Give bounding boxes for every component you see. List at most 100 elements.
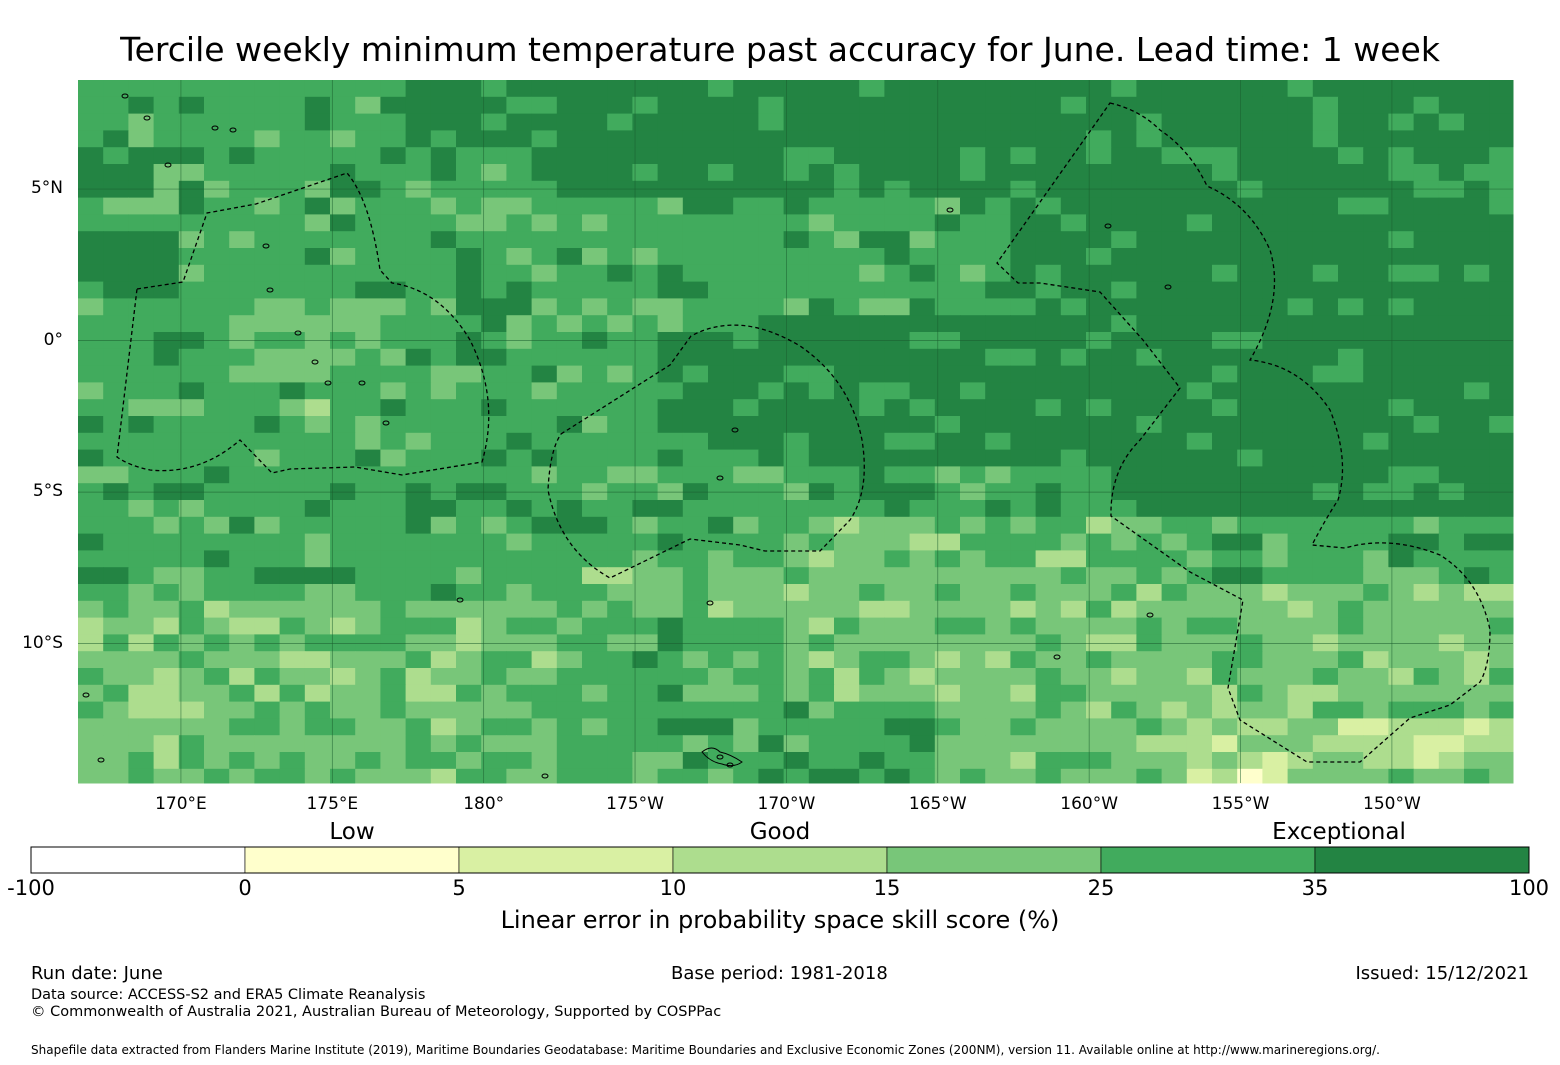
grid-cell: [153, 600, 180, 619]
grid-cell: [531, 500, 558, 518]
grid-cell: [909, 449, 936, 467]
grid-cell: [708, 382, 734, 400]
grid-cell: [708, 668, 734, 686]
grid-cell: [1237, 399, 1263, 417]
grid-cell: [657, 264, 684, 283]
grid-cell: [506, 348, 533, 367]
grid-cell: [254, 113, 281, 131]
grid-cell: [1010, 466, 1037, 484]
colorbar-tick-label: 5: [452, 876, 466, 900]
grid-cell: [682, 516, 709, 535]
grid-cell: [1388, 399, 1415, 417]
grid-cell: [506, 432, 533, 451]
grid-cell: [1438, 96, 1465, 115]
grid-cell: [682, 584, 709, 602]
grid-cell: [859, 96, 885, 115]
grid-cell: [78, 348, 104, 367]
grid-cell: [1338, 80, 1364, 98]
grid-cell: [834, 164, 860, 182]
grid-cell: [1489, 617, 1514, 635]
grid-cell: [229, 382, 255, 400]
grid-cell: [708, 617, 734, 635]
grid-cell: [178, 382, 205, 400]
grid-cell: [178, 567, 205, 585]
grid-cell: [1464, 113, 1490, 131]
grid-cell: [632, 147, 659, 165]
grid-cell: [1060, 80, 1087, 98]
grid-cell: [859, 231, 885, 249]
grid-cell: [1363, 449, 1389, 467]
grid-cell: [405, 231, 432, 249]
grid-cell: [153, 382, 180, 400]
grid-cell: [1338, 651, 1364, 669]
grid-cell: [279, 634, 306, 652]
grid-cell: [632, 567, 659, 585]
grid-cell: [1010, 147, 1037, 165]
grid-cell: [1136, 449, 1163, 467]
grid-cell: [1388, 348, 1415, 367]
grid-cell: [229, 348, 255, 367]
grid-cell: [733, 180, 759, 199]
grid-cell: [355, 248, 381, 266]
grid-cell: [834, 651, 860, 669]
grid-cell: [1262, 130, 1289, 148]
grid-cell: [1388, 113, 1415, 131]
grid-cell: [1338, 584, 1364, 602]
grid-cell: [1237, 298, 1263, 316]
grid-cell: [632, 432, 659, 451]
grid-cell: [607, 416, 633, 434]
grid-cell: [531, 449, 558, 467]
grid-cell: [1438, 416, 1465, 434]
grid-cell: [330, 668, 356, 686]
grid-cell: [1060, 668, 1087, 686]
grid-cell: [78, 668, 104, 686]
grid-cell: [607, 348, 633, 367]
grid-cell: [607, 584, 633, 602]
grid-cell: [229, 533, 255, 551]
grid-cell: [1388, 449, 1415, 467]
grid-cell: [909, 130, 936, 148]
grid-cell: [657, 298, 684, 316]
grid-cell: [506, 248, 533, 266]
grid-cell: [859, 651, 885, 669]
grid-cell: [1413, 281, 1440, 299]
grid-cell: [1237, 416, 1263, 434]
grid-cell: [178, 315, 205, 333]
grid-cell: [1111, 550, 1137, 568]
grid-cell: [330, 399, 356, 417]
grid-cell: [103, 634, 129, 652]
grid-cell: [657, 231, 684, 249]
grid-cell: [380, 365, 407, 383]
grid-cell: [708, 416, 734, 434]
grid-cell: [456, 197, 482, 215]
grid-cell: [985, 231, 1011, 249]
grid-cell: [1237, 281, 1263, 299]
grid-cell: [1237, 348, 1263, 367]
grid-cell: [380, 550, 407, 568]
grid-cell: [103, 231, 129, 249]
grid-cell: [531, 348, 558, 367]
grid-cell: [1413, 180, 1440, 199]
grid-cell: [355, 651, 381, 669]
grid-cell: [204, 416, 230, 434]
grid-cell: [153, 500, 180, 518]
grid-cell: [960, 365, 986, 383]
grid-cell: [960, 516, 986, 535]
grid-cell: [1086, 315, 1112, 333]
grid-cell: [682, 617, 709, 635]
grid-cell: [330, 281, 356, 299]
grid-cell: [229, 466, 255, 484]
grid-cell: [229, 113, 255, 131]
grid-cell: [960, 668, 986, 686]
grid-cell: [405, 567, 432, 585]
grid-cell: [506, 264, 533, 283]
colorbar-segment: [1314, 846, 1530, 874]
grid-cell: [254, 231, 281, 249]
grid-cell: [934, 516, 961, 535]
grid-cell: [960, 130, 986, 148]
grid-cell: [304, 516, 331, 535]
grid-cell: [1186, 281, 1213, 299]
grid-cell: [909, 651, 936, 669]
grid-cell: [1237, 584, 1263, 602]
grid-cell: [859, 432, 885, 451]
